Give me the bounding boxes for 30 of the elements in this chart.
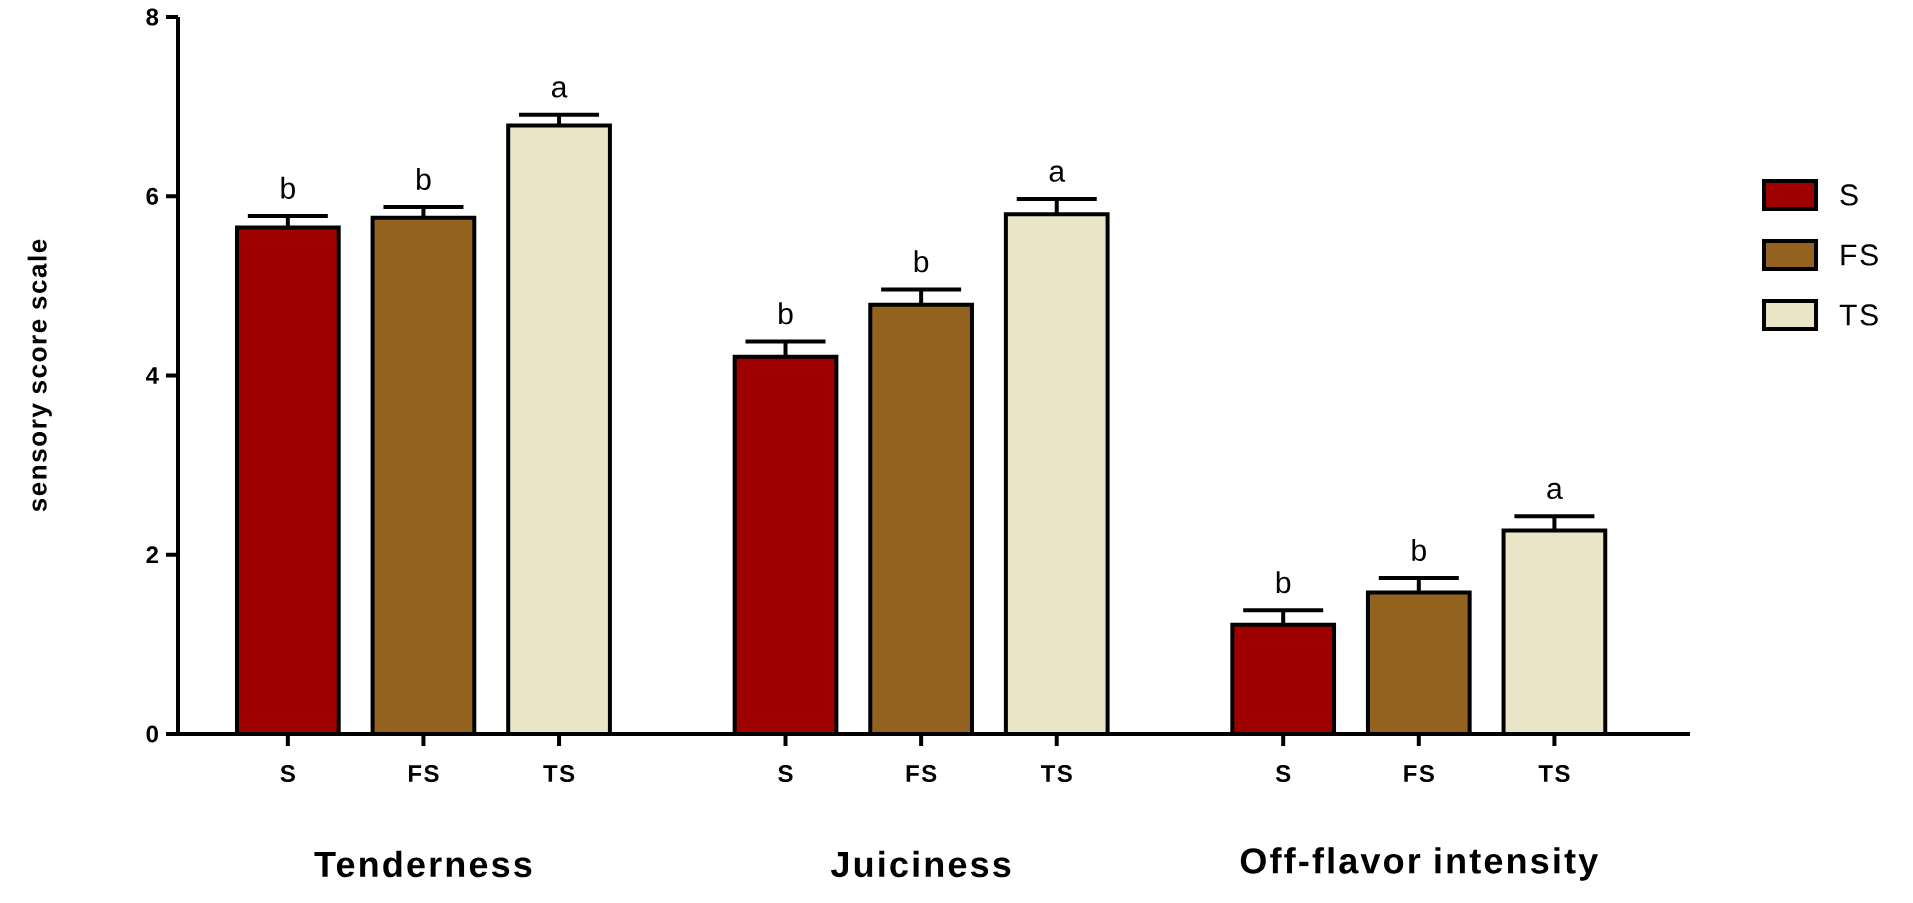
- data-label: b: [914, 250, 929, 273]
- text: FS: [1404, 765, 1434, 783]
- y-axis-title: sensory score scale: [27, 239, 52, 512]
- text: S: [280, 765, 295, 783]
- legend-label: FS: [1841, 244, 1878, 266]
- text: FS: [906, 765, 937, 783]
- data-label: a: [1049, 165, 1066, 182]
- data-label: b: [1412, 538, 1426, 561]
- data-label: a: [552, 81, 568, 98]
- x-tick-label: Juiciness: [830, 850, 1011, 878]
- data-label: b: [1276, 571, 1291, 594]
- data-label: b: [417, 167, 431, 190]
- text: FS: [409, 765, 439, 783]
- y-tick-label: 8: [146, 8, 159, 26]
- data-label: a: [1547, 482, 1563, 500]
- text: TS: [543, 765, 575, 783]
- text: TS: [1040, 765, 1072, 783]
- y-tick-label: 6: [146, 187, 159, 205]
- text: S: [778, 765, 793, 783]
- text: TS: [1538, 765, 1570, 783]
- y-tick-label: 0: [146, 725, 158, 743]
- data-label: b: [779, 302, 793, 325]
- y-tick-label: 4: [145, 367, 159, 384]
- legend-label: TS: [1839, 304, 1878, 326]
- y-tick-label: 2: [146, 546, 158, 564]
- legend-label: S: [1840, 184, 1858, 206]
- data-label: b: [281, 176, 295, 199]
- text: S: [1275, 765, 1291, 783]
- x-tick-label: Off-flavor intensity: [1240, 847, 1599, 881]
- x-tick-label: Tenderness: [314, 850, 532, 878]
